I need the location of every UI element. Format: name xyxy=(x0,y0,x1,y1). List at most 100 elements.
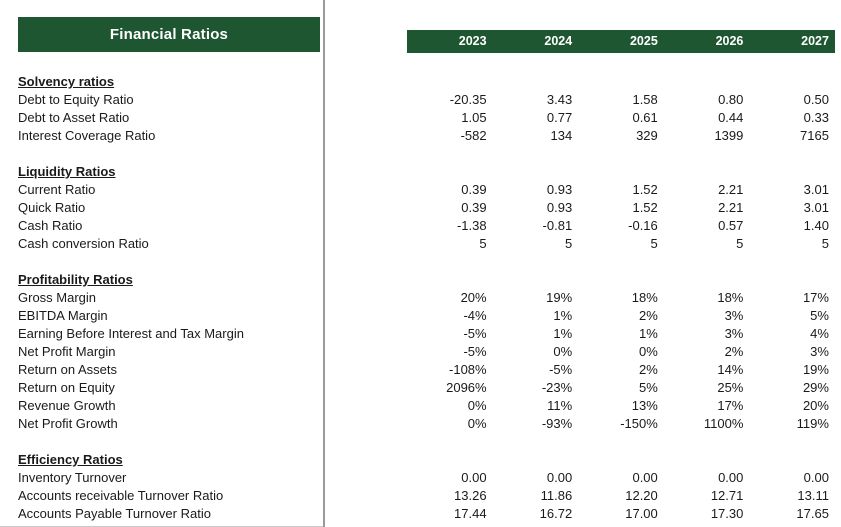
value-cell[interactable]: -1.38 xyxy=(456,218,487,233)
ratio-label[interactable]: Cash conversion Ratio xyxy=(18,236,149,251)
value-cell[interactable]: 1% xyxy=(553,308,573,323)
value-cell[interactable]: 1.52 xyxy=(632,182,658,197)
ratio-label[interactable]: Return on Equity xyxy=(18,380,115,395)
value-cell[interactable]: 329 xyxy=(636,128,658,143)
value-cell[interactable]: 19% xyxy=(546,290,573,305)
ratio-label[interactable]: Revenue Growth xyxy=(18,398,116,413)
ratio-label[interactable]: Quick Ratio xyxy=(18,200,86,215)
section-heading[interactable]: Profitability Ratios xyxy=(18,272,133,287)
value-cell[interactable]: 0.44 xyxy=(718,110,744,125)
value-cell[interactable]: 20% xyxy=(460,290,487,305)
year-header-2026[interactable]: 2026 xyxy=(715,34,744,48)
value-cell[interactable]: 2% xyxy=(638,362,658,377)
value-cell[interactable]: 1.58 xyxy=(632,92,658,107)
value-cell[interactable]: -4% xyxy=(463,308,487,323)
value-cell[interactable]: 20% xyxy=(802,398,829,413)
ratio-label[interactable]: Return on Assets xyxy=(18,362,117,377)
value-cell[interactable]: 17.65 xyxy=(796,506,829,521)
value-cell[interactable]: 1% xyxy=(553,326,573,341)
value-cell[interactable]: 1100% xyxy=(703,416,744,431)
value-cell[interactable]: -0.81 xyxy=(542,218,573,233)
section-heading[interactable]: Solvency ratios xyxy=(18,74,115,89)
year-header-2025[interactable]: 2025 xyxy=(629,34,658,48)
value-cell[interactable]: 2% xyxy=(724,344,744,359)
value-cell[interactable]: 3.01 xyxy=(803,182,829,197)
value-cell[interactable]: 17.44 xyxy=(454,506,487,521)
year-header-2024[interactable]: 2024 xyxy=(544,34,573,48)
value-cell[interactable]: 12.71 xyxy=(710,488,744,503)
year-header-2023[interactable]: 2023 xyxy=(458,34,487,48)
ratio-label[interactable]: Accounts receivable Turnover Ratio xyxy=(18,488,224,503)
ratio-label[interactable]: Accounts Payable Turnover Ratio xyxy=(18,506,211,521)
value-cell[interactable]: 5 xyxy=(479,236,487,251)
value-cell[interactable]: 0% xyxy=(638,344,658,359)
value-cell[interactable]: 5% xyxy=(810,308,829,323)
value-cell[interactable]: 3% xyxy=(724,308,744,323)
value-cell[interactable]: 0.80 xyxy=(718,92,744,107)
value-cell[interactable]: 0.39 xyxy=(461,182,487,197)
value-cell[interactable]: 0.61 xyxy=(632,110,658,125)
value-cell[interactable]: 0.77 xyxy=(546,110,573,125)
value-cell[interactable]: -5% xyxy=(463,326,487,341)
value-cell[interactable]: 1399 xyxy=(714,128,744,143)
value-cell[interactable]: -582 xyxy=(460,128,487,143)
value-cell[interactable]: 0.33 xyxy=(803,110,829,125)
value-cell[interactable]: 1% xyxy=(638,326,658,341)
value-cell[interactable]: -108% xyxy=(449,362,487,377)
value-cell[interactable]: 5% xyxy=(638,380,658,395)
value-cell[interactable]: 17% xyxy=(717,398,744,413)
value-cell[interactable]: 0% xyxy=(467,416,487,431)
value-cell[interactable]: 0% xyxy=(553,344,573,359)
value-cell[interactable]: 18% xyxy=(631,290,658,305)
value-cell[interactable]: 13.11 xyxy=(797,488,829,503)
report-title-cell[interactable]: Financial Ratios xyxy=(18,17,320,52)
value-cell[interactable]: -20.35 xyxy=(449,92,487,107)
value-cell[interactable]: 19% xyxy=(802,362,829,377)
ratio-label[interactable]: Cash Ratio xyxy=(18,218,83,233)
value-cell[interactable]: 1.40 xyxy=(803,218,829,233)
value-cell[interactable]: 5 xyxy=(736,236,744,251)
value-cell[interactable]: 5 xyxy=(564,236,573,251)
value-cell[interactable]: 3.01 xyxy=(803,200,829,215)
value-cell[interactable]: 0.93 xyxy=(546,200,573,215)
value-cell[interactable]: 12.20 xyxy=(625,488,658,503)
value-cell[interactable]: 0.50 xyxy=(803,92,829,107)
value-cell[interactable]: -0.16 xyxy=(628,218,658,233)
value-cell[interactable]: 7165 xyxy=(800,128,829,143)
ratio-label[interactable]: Current Ratio xyxy=(18,182,96,197)
value-cell[interactable]: -5% xyxy=(463,344,487,359)
value-cell[interactable]: 29% xyxy=(802,380,829,395)
ratio-label[interactable]: Interest Coverage Ratio xyxy=(18,128,156,143)
value-cell[interactable]: 5 xyxy=(821,236,829,251)
ratio-label[interactable]: Gross Margin xyxy=(18,290,97,305)
ratio-label[interactable]: Earning Before Interest and Tax Margin xyxy=(18,326,244,341)
value-cell[interactable]: 17.00 xyxy=(625,506,658,521)
ratio-label[interactable]: Inventory Turnover xyxy=(18,470,127,485)
value-cell[interactable]: 2.21 xyxy=(718,200,744,215)
ratio-label[interactable]: Debt to Asset Ratio xyxy=(18,110,130,125)
value-cell[interactable]: 18% xyxy=(717,290,744,305)
value-cell[interactable]: 3.43 xyxy=(546,92,573,107)
value-cell[interactable]: 5 xyxy=(650,236,658,251)
value-cell[interactable]: 2.21 xyxy=(718,182,744,197)
value-cell[interactable]: 13% xyxy=(631,398,658,413)
value-cell[interactable]: 0.00 xyxy=(546,470,573,485)
value-cell[interactable]: 0.57 xyxy=(718,218,744,233)
value-cell[interactable]: 0.39 xyxy=(461,200,487,215)
value-cell[interactable]: 0.00 xyxy=(803,470,829,485)
value-cell[interactable]: 14% xyxy=(717,362,744,377)
value-cell[interactable]: 11.86 xyxy=(540,488,573,503)
ratio-label[interactable]: Net Profit Growth xyxy=(18,416,118,431)
value-cell[interactable]: 134 xyxy=(550,128,573,143)
value-cell[interactable]: -93% xyxy=(541,416,573,431)
value-cell[interactable]: 4% xyxy=(810,326,829,341)
value-cell[interactable]: -23% xyxy=(541,380,573,395)
value-cell[interactable]: 3% xyxy=(810,344,829,359)
value-cell[interactable]: 2096% xyxy=(446,380,487,395)
year-header-2027[interactable]: 2027 xyxy=(801,34,829,48)
value-cell[interactable]: 13.26 xyxy=(454,488,487,503)
value-cell[interactable]: 0.00 xyxy=(718,470,744,485)
value-cell[interactable]: 17% xyxy=(802,290,829,305)
value-cell[interactable]: 3% xyxy=(724,326,744,341)
value-cell[interactable]: 1.05 xyxy=(461,110,487,125)
